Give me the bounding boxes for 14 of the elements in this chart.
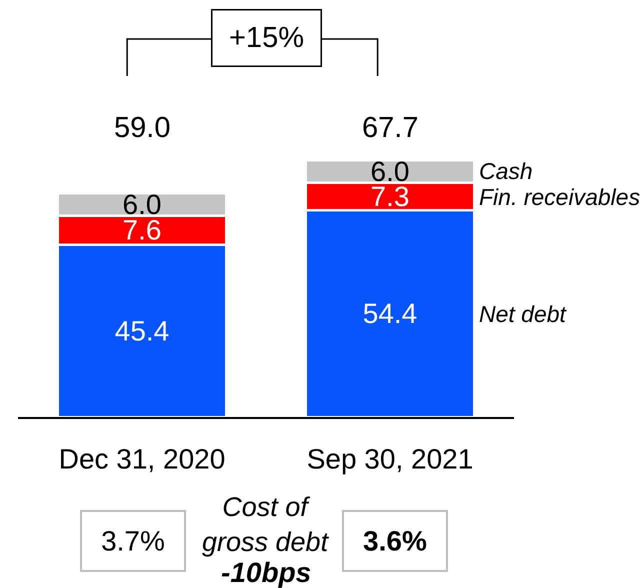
text: +15% [229, 22, 304, 54]
x-tick-label: Dec 31, 2020 [58, 444, 226, 475]
data-label: 54.4 [362, 298, 418, 330]
series-label: Cash [479, 158, 533, 184]
text: 3.6% [363, 526, 427, 556]
text: -10bps [221, 557, 312, 588]
series-label: Net debt [479, 301, 568, 327]
x-tick-label: Sep 30, 2021 [306, 444, 474, 475]
total-label: 67.7 [362, 112, 418, 144]
text: Cost of gross debt [202, 492, 330, 558]
data-label: 45.4 [114, 315, 170, 346]
text: 3.7% [101, 526, 165, 556]
total-label: 59.0 [114, 112, 170, 144]
series-label: Fin. receivables [479, 184, 641, 210]
